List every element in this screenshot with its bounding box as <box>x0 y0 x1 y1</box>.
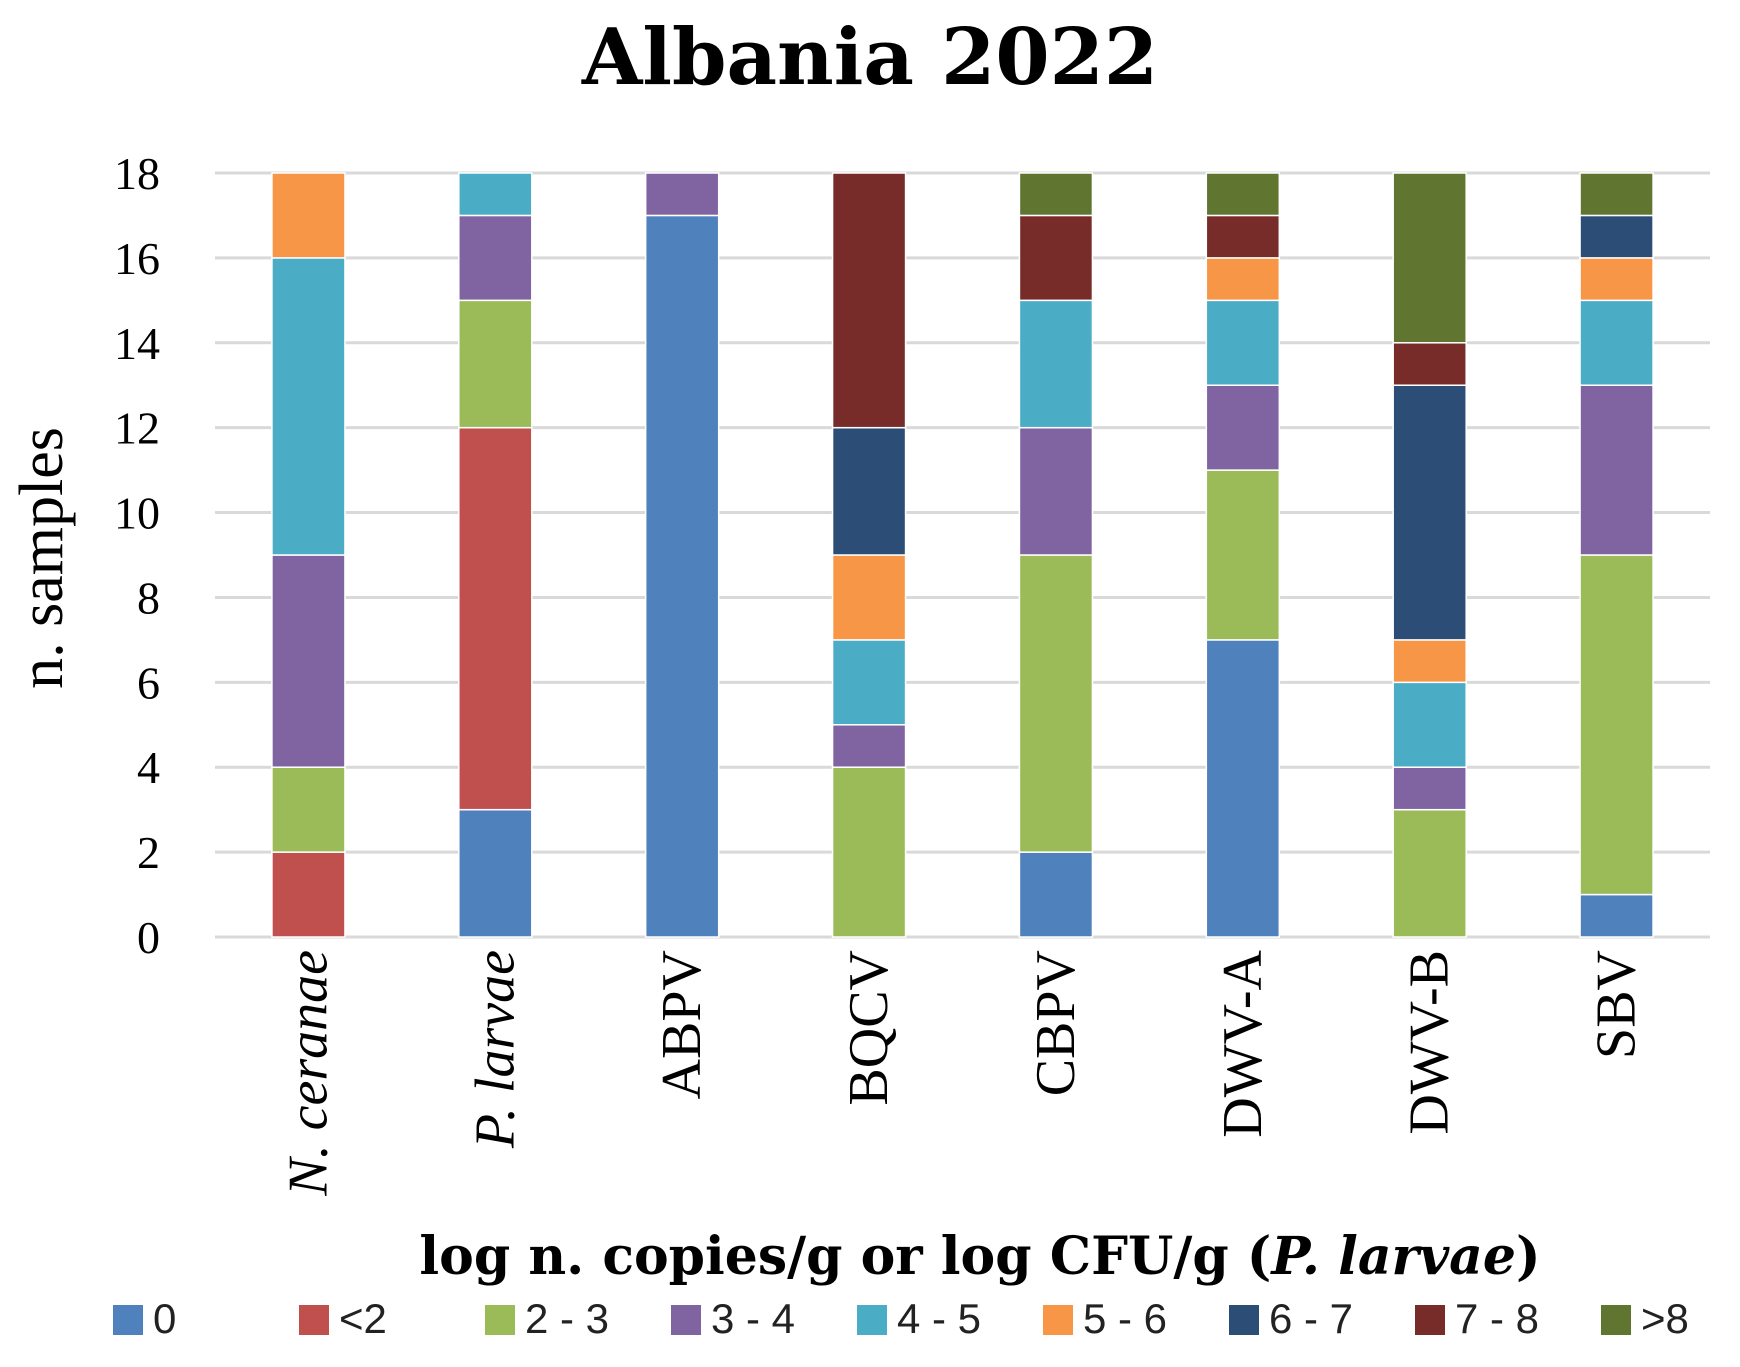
bar-segment <box>1018 172 1094 217</box>
bar-segment <box>831 639 907 726</box>
y-tick-label: 10 <box>114 488 160 539</box>
bar-segment <box>1018 554 1094 853</box>
bar-segment <box>1205 639 1281 938</box>
y-tick-label: 16 <box>114 233 160 284</box>
legend-label: 2 - 3 <box>525 1295 609 1342</box>
bar-segment <box>1579 214 1654 259</box>
bar-segment <box>458 299 533 429</box>
bar-segment <box>271 851 346 938</box>
gridlines <box>215 171 1710 939</box>
bar-segment <box>831 426 907 556</box>
bar-segment <box>1392 342 1467 386</box>
bar-segment <box>1579 554 1654 896</box>
legend-label: 3 - 4 <box>711 1295 795 1342</box>
x-axis-label: log n. copies/g or log CFU/g (P. larvae) <box>419 1226 1540 1287</box>
bar-segment <box>1205 172 1281 217</box>
y-tick-label: 14 <box>114 318 160 369</box>
bar-segment <box>271 257 346 556</box>
legend-swatch <box>113 1305 143 1335</box>
bar-segment <box>271 766 346 853</box>
legend-label: >8 <box>1641 1295 1689 1342</box>
bar-segment <box>1392 766 1467 811</box>
x-category-label: DWV-A <box>1212 949 1274 1137</box>
bar-segment <box>831 172 907 429</box>
legend-label: 0 <box>153 1295 176 1342</box>
bar-segment <box>1579 257 1654 302</box>
y-tick-label: 8 <box>137 572 160 623</box>
chart-title: Albania 2022 <box>581 12 1158 103</box>
bar-segment <box>1205 214 1281 259</box>
legend-label: 4 - 5 <box>897 1295 981 1342</box>
legend-swatch <box>671 1305 701 1335</box>
legend: 0 <2 2 - 3 3 - 4 4 - 5 5 - 6 6 - 7 7 - 8 >8 <box>113 1295 1689 1342</box>
bar-segment <box>1205 299 1281 386</box>
y-tick-label: 2 <box>137 827 160 878</box>
bar-segment <box>1579 172 1654 217</box>
bar-segment <box>458 214 533 302</box>
x-axis-label-part: log n. copies/g or log CFU/g ( <box>419 1226 1271 1287</box>
y-axis-label: n. samples <box>8 427 76 689</box>
legend-swatch <box>857 1305 887 1335</box>
bar-segment <box>644 172 720 217</box>
bar-segment <box>1018 426 1094 556</box>
bar-segment <box>1392 681 1467 768</box>
y-tick-label: 6 <box>137 657 160 708</box>
legend-swatch <box>299 1305 329 1335</box>
bar-segment <box>271 554 346 768</box>
legend-swatch <box>1601 1305 1631 1335</box>
bar-segment <box>1392 639 1467 684</box>
bar-segment <box>1579 893 1654 938</box>
x-axis-label-part: P. larvae <box>1269 1226 1516 1287</box>
legend-label: 7 - 8 <box>1455 1295 1539 1342</box>
bar-segment <box>831 554 907 641</box>
x-category-label: CBPV <box>1025 950 1087 1096</box>
x-category-label: BQCV <box>838 950 900 1106</box>
legend-swatch <box>1415 1305 1445 1335</box>
x-category-label: P. larvae <box>464 950 526 1149</box>
legend-swatch <box>1043 1305 1073 1335</box>
bar-segment <box>458 172 533 217</box>
bar-segment <box>1018 299 1094 429</box>
y-tick-label: 12 <box>114 403 160 454</box>
bar-segment <box>1205 257 1281 302</box>
bar-segment <box>1392 808 1467 938</box>
bar-segment <box>1205 384 1281 471</box>
bar-segment <box>1579 384 1654 556</box>
bar-segment <box>458 808 533 938</box>
y-tick-label: 18 <box>114 148 160 199</box>
x-category-label: N. ceranae <box>277 950 339 1197</box>
bar-segment <box>1018 851 1094 938</box>
bar-segment <box>1392 172 1467 344</box>
bar-segment <box>1392 384 1467 641</box>
legend-swatch <box>485 1305 515 1335</box>
legend-label: 5 - 6 <box>1083 1295 1167 1342</box>
bar-segment <box>644 214 720 938</box>
bars <box>271 172 1654 938</box>
x-category-label: SBV <box>1586 950 1648 1059</box>
y-tick-label: 0 <box>137 912 160 963</box>
y-tick-label: 4 <box>137 742 160 793</box>
bar-segment <box>271 172 346 259</box>
bar-segment <box>831 724 907 768</box>
bar-segment <box>831 766 907 938</box>
legend-label: 6 - 7 <box>1269 1295 1353 1342</box>
x-category-label: DWV-B <box>1399 950 1461 1135</box>
bar-segment <box>1205 469 1281 641</box>
legend-swatch <box>1229 1305 1259 1335</box>
y-tick-labels: 0 2 4 6 8 10 12 14 16 18 <box>114 148 160 963</box>
x-category-label: ABPV <box>651 950 713 1099</box>
bar-segment <box>1018 214 1094 302</box>
x-axis-label-part: ) <box>1516 1226 1541 1287</box>
x-category-labels: N. ceranae P. larvae ABPV BQCV CBPV DWV-A DWV-… <box>277 949 1647 1196</box>
bar-segment <box>458 426 533 811</box>
legend-label: <2 <box>339 1295 387 1342</box>
bar-segment <box>1579 299 1654 386</box>
